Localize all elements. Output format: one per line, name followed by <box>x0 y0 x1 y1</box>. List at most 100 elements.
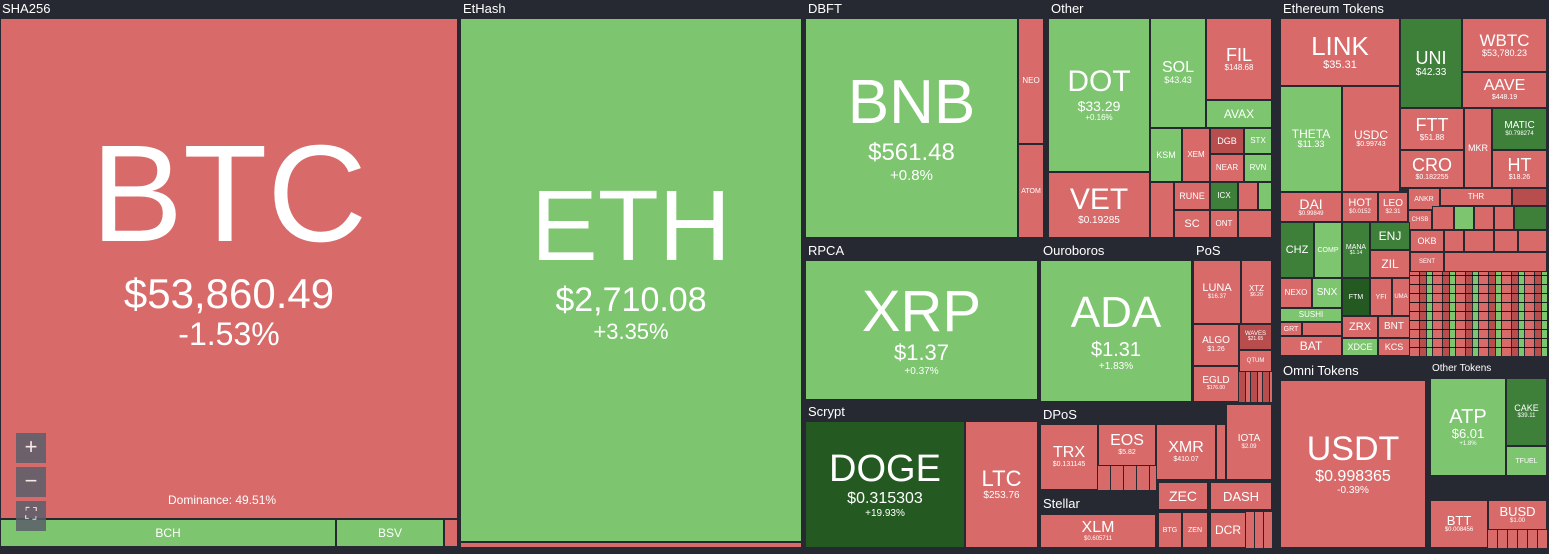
tile-zec[interactable]: ZEC <box>1158 482 1208 510</box>
tile-small[interactable] <box>1258 182 1272 210</box>
tile-neo[interactable]: NEO <box>1018 18 1044 144</box>
tile-vet[interactable]: VET $0.19285 <box>1048 172 1150 238</box>
tile-sc[interactable]: SC <box>1174 210 1210 238</box>
tile-dgb[interactable]: DGB <box>1210 128 1244 154</box>
tile-grt[interactable]: GRT <box>1280 322 1302 336</box>
tile-uni[interactable]: UNI $42.33 <box>1400 18 1462 108</box>
tile-btt[interactable]: BTT $0.008456 <box>1430 500 1488 548</box>
tile-yfi[interactable]: YFI <box>1370 278 1392 316</box>
tile-usdt[interactable]: USDT $0.998365 -0.39% <box>1280 380 1426 548</box>
tile-sol[interactable]: SOL $43.43 <box>1150 18 1206 128</box>
tile-near[interactable]: NEAR <box>1210 154 1244 182</box>
tile-ont[interactable]: ONT <box>1210 210 1238 238</box>
tile-xtz[interactable]: XTZ $6.20 <box>1241 260 1272 324</box>
tile-zen[interactable]: ZEN <box>1182 512 1208 548</box>
tile-waves[interactable]: WAVES $21.65 <box>1239 324 1272 350</box>
tile-small[interactable] <box>1512 188 1547 206</box>
tile-theta[interactable]: THETA $11.33 <box>1280 86 1342 192</box>
tile-sent[interactable]: SENT <box>1410 252 1444 272</box>
tile-xdce[interactable]: XDCE <box>1342 338 1378 356</box>
tile-nexo[interactable]: NEXO <box>1280 278 1312 308</box>
tile-xmr[interactable]: XMR $410.07 <box>1156 424 1216 480</box>
tile-dai[interactable]: DAI $0.99849 <box>1280 192 1342 222</box>
tile-xlm[interactable]: XLM $0.605711 <box>1040 514 1156 548</box>
tile-xem[interactable]: XEM <box>1182 128 1210 182</box>
tile-bat[interactable]: BAT <box>1280 336 1342 356</box>
tile-dcr[interactable]: DCR <box>1210 512 1246 548</box>
tile-rune[interactable]: RUNE <box>1174 182 1210 210</box>
tile-small[interactable] <box>1474 206 1494 230</box>
tile-ht[interactable]: HT $18.26 <box>1492 150 1547 188</box>
tile-qtum[interactable]: QTUM <box>1239 350 1272 372</box>
tile-algo[interactable]: ALGO $1.26 <box>1193 324 1239 366</box>
tile-icx[interactable]: ICX <box>1210 182 1238 210</box>
tile-bnb[interactable]: BNB $561.48 +0.8% <box>805 18 1018 238</box>
tile-leo[interactable]: LEO $2.31 <box>1378 192 1408 222</box>
tile-small[interactable] <box>460 542 802 548</box>
tile-small[interactable] <box>1444 252 1547 272</box>
tile-xrp[interactable]: XRP $1.37 +0.37% <box>805 260 1038 400</box>
tile-small[interactable] <box>1238 210 1272 238</box>
tile-uma[interactable]: UMA <box>1392 278 1410 316</box>
tile-fil[interactable]: FIL $148.68 <box>1206 18 1272 100</box>
tile-trx[interactable]: TRX $0.131145 <box>1040 424 1098 490</box>
tile-dash[interactable]: DASH <box>1210 482 1272 510</box>
tile-ada[interactable]: ADA $1.31 +1.83% <box>1040 260 1192 402</box>
tile-ftt[interactable]: FTT $51.88 <box>1400 108 1464 150</box>
tile-enj[interactable]: ENJ <box>1370 222 1410 250</box>
tile-zil[interactable]: ZIL <box>1370 250 1410 278</box>
tile-avax[interactable]: AVAX <box>1206 100 1272 128</box>
tile-comp[interactable]: COMP <box>1314 222 1342 278</box>
tile-link[interactable]: LINK $35.31 <box>1280 18 1400 86</box>
tile-bch[interactable]: BCH <box>0 519 336 547</box>
tile-small[interactable] <box>1454 206 1474 230</box>
fullscreen-button[interactable]: ⛶ <box>16 501 46 531</box>
tile-small[interactable] <box>1494 230 1518 252</box>
tile-doge[interactable]: DOGE $0.315303 +19.93% <box>805 421 965 548</box>
tile-ltc[interactable]: LTC $253.76 <box>965 421 1038 548</box>
tile-zrx[interactable]: ZRX <box>1342 316 1378 338</box>
tile-egld[interactable]: EGLD $176.00 <box>1193 366 1239 402</box>
tile-mana[interactable]: MANA $1.14 <box>1342 222 1370 278</box>
tile-mkr[interactable]: MKR <box>1464 108 1492 188</box>
tile-usdc[interactable]: USDC $0.99743 <box>1342 86 1400 192</box>
tile-okb[interactable]: OKB <box>1410 230 1444 252</box>
tile-small[interactable] <box>1238 182 1258 210</box>
zoom-in-button[interactable]: + <box>16 433 46 463</box>
tile-snx[interactable]: SNX <box>1312 278 1342 308</box>
tile-cro[interactable]: CRO $0.182255 <box>1400 150 1464 188</box>
tile-btg[interactable]: BTG <box>1158 512 1182 548</box>
tile-aave[interactable]: AAVE $448.19 <box>1462 72 1547 108</box>
tile-small[interactable] <box>1302 322 1342 336</box>
tile-dot[interactable]: DOT $33.29 +0.16% <box>1048 18 1150 172</box>
tile-small[interactable] <box>1494 206 1514 230</box>
tile-stx[interactable]: STX <box>1244 128 1272 154</box>
tile-wbtc[interactable]: WBTC $53,780.23 <box>1462 18 1547 72</box>
tile-eos[interactable]: EOS $5.82 <box>1098 424 1156 466</box>
tile-small[interactable] <box>1514 206 1547 230</box>
zoom-out-button[interactable]: − <box>16 467 46 497</box>
tile-tfuel[interactable]: TFUEL <box>1506 446 1547 476</box>
tile-small[interactable] <box>444 519 458 547</box>
tile-ftm[interactable]: FTM <box>1342 278 1370 316</box>
tile-luna[interactable]: LUNA $16.37 <box>1193 260 1241 324</box>
tile-hot[interactable]: HOT $0.0152 <box>1342 192 1378 222</box>
tile-small[interactable] <box>1464 230 1494 252</box>
tile-rvn[interactable]: RVN <box>1244 154 1272 182</box>
tile-chz[interactable]: CHZ <box>1280 222 1314 278</box>
tile-thr[interactable]: THR <box>1440 188 1512 206</box>
tile-btc[interactable]: BTC $53,860.49 -1.53% <box>0 18 458 519</box>
tile-small[interactable] <box>1432 206 1454 230</box>
tile-kcs[interactable]: KCS <box>1378 338 1410 356</box>
tile-matic[interactable]: MATIC $0.798274 <box>1492 108 1547 150</box>
tile-eth[interactable]: ETH $2,710.08 +3.35% <box>460 18 802 542</box>
tile-busd[interactable]: BUSD $1.00 <box>1488 500 1547 530</box>
tile-ksm[interactable]: KSM <box>1150 128 1182 182</box>
tile-small[interactable] <box>1518 230 1547 252</box>
tile-atom[interactable]: ATOM <box>1018 144 1044 238</box>
tile-small[interactable] <box>1216 424 1226 480</box>
tile-cake[interactable]: CAKE $39.11 <box>1506 378 1547 446</box>
tile-bsv[interactable]: BSV <box>336 519 444 547</box>
tile-sushi[interactable]: SUSHI <box>1280 308 1342 322</box>
tile-small[interactable] <box>1444 230 1464 252</box>
